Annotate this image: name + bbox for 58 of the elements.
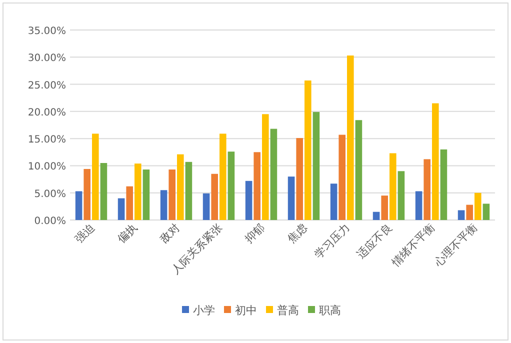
bar (432, 103, 439, 220)
bar (254, 152, 260, 220)
bar (296, 138, 303, 220)
y-tick-label: 0.00% (34, 216, 66, 227)
x-tick-label: 抑郁 (242, 220, 268, 246)
bar (118, 198, 125, 220)
bar (100, 163, 108, 220)
y-tick-label: 25.00% (28, 80, 66, 92)
bar (270, 128, 278, 220)
bar (474, 192, 482, 220)
bar (482, 204, 490, 220)
bar (347, 56, 354, 220)
legend-label: 普高 (277, 304, 299, 317)
bar (415, 191, 422, 220)
x-tick-label: 焦虑 (285, 220, 310, 246)
bar (355, 120, 362, 220)
bar (75, 191, 82, 220)
bar (220, 134, 226, 220)
bar (466, 204, 473, 220)
bar (304, 80, 312, 220)
x-tick-label: 强迫 (72, 220, 98, 246)
bar (211, 174, 218, 220)
y-tick-label: 10.00% (28, 162, 66, 173)
x-tick-label: 学习压力 (312, 220, 352, 262)
bar (338, 134, 346, 220)
x-tick-label: 偏执 (115, 220, 140, 246)
y-tick-label: 5.00% (34, 188, 66, 200)
y-tick-label: 35.00% (28, 26, 66, 37)
bar (262, 114, 269, 220)
bar (185, 162, 192, 220)
bar (84, 168, 90, 220)
bar (440, 149, 448, 220)
bar (92, 134, 99, 220)
y-tick-label: 15.00% (28, 134, 66, 146)
bar (168, 170, 176, 220)
y-tick-label: 30.00% (28, 53, 66, 64)
bar (245, 180, 252, 220)
y-tick-label: 20.00% (28, 107, 66, 118)
bar (330, 184, 338, 220)
bar (134, 164, 142, 220)
bar (458, 210, 465, 220)
x-tick-label: 敌对 (158, 220, 182, 246)
bar (177, 154, 184, 220)
bar (312, 112, 320, 220)
bar (288, 176, 295, 220)
legend-label: 初中 (235, 304, 257, 317)
bar (126, 186, 133, 220)
bar (424, 159, 430, 220)
bar (142, 170, 150, 220)
bar (372, 212, 380, 220)
bar (381, 196, 388, 220)
legend-label: 小学 (193, 304, 215, 317)
bar (228, 152, 235, 220)
bar (202, 193, 210, 220)
bar (160, 190, 168, 220)
legend-label: 职高 (319, 304, 341, 317)
bar (398, 171, 405, 220)
bar (390, 153, 396, 220)
